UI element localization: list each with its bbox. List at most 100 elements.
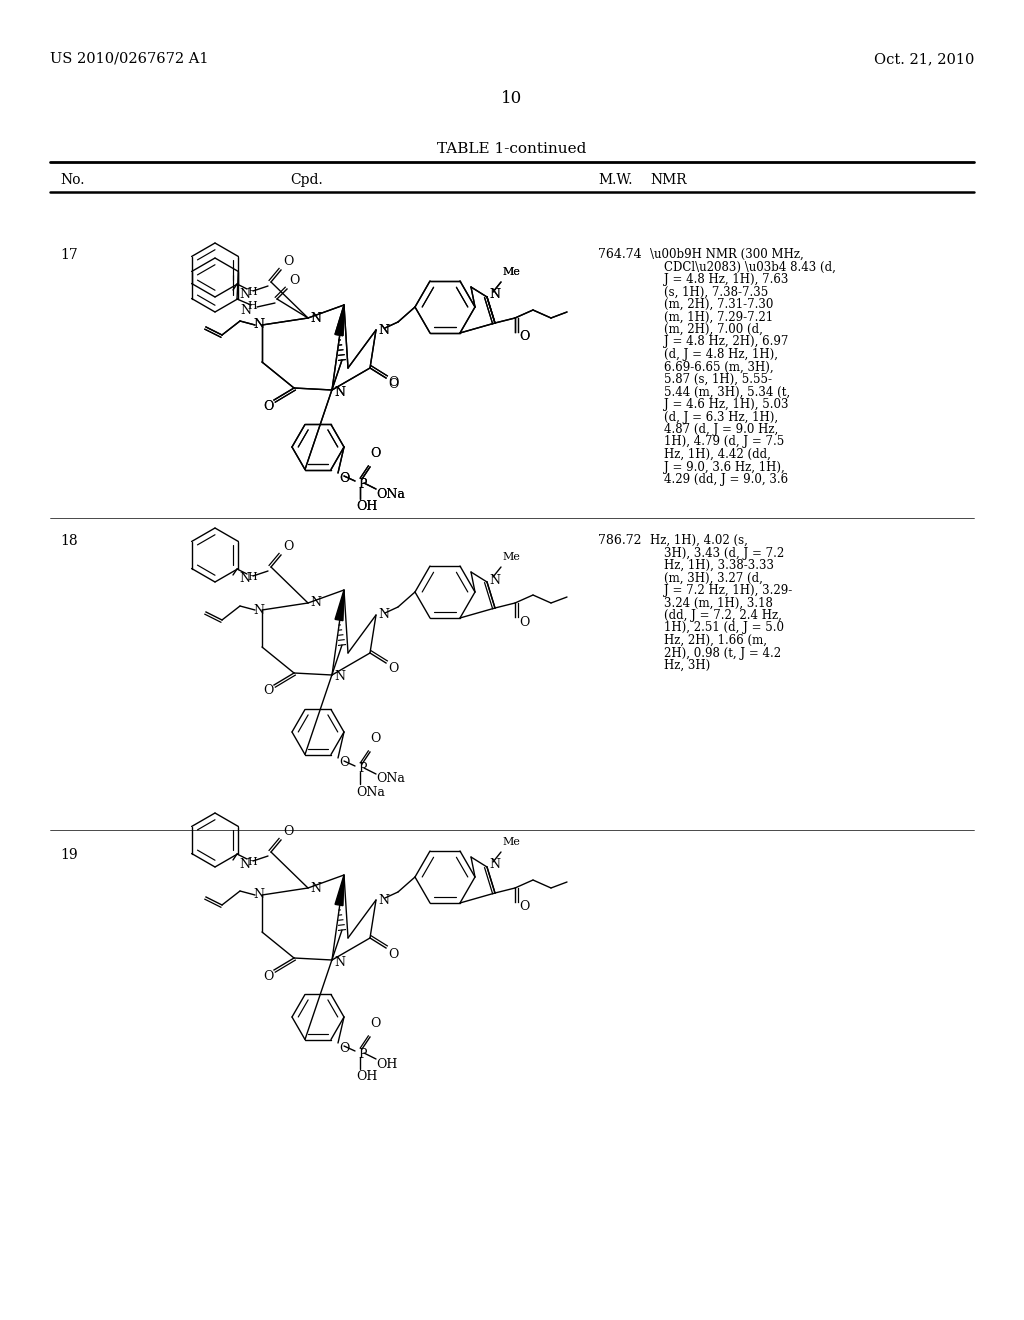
Text: O: O [339, 471, 349, 484]
Text: J = 7.2 Hz, 1H), 3.29-: J = 7.2 Hz, 1H), 3.29- [664, 583, 793, 597]
Text: TABLE 1-continued: TABLE 1-continued [437, 143, 587, 156]
Text: N: N [378, 323, 389, 337]
Text: N: N [378, 323, 389, 337]
Text: 1H), 4.79 (d, J = 7.5: 1H), 4.79 (d, J = 7.5 [664, 436, 784, 449]
Text: N: N [489, 858, 500, 871]
Text: 786.72: 786.72 [598, 535, 641, 546]
Text: Me: Me [502, 267, 520, 277]
Text: 3H), 3.43 (d, J = 7.2: 3H), 3.43 (d, J = 7.2 [664, 546, 784, 560]
Text: (m, 3H), 3.27 (d,: (m, 3H), 3.27 (d, [664, 572, 763, 585]
Text: Oct. 21, 2010: Oct. 21, 2010 [873, 51, 974, 66]
Text: N: N [253, 603, 264, 616]
Text: H: H [247, 572, 257, 582]
Text: OH: OH [356, 500, 378, 513]
Text: (d, J = 6.3 Hz, 1H),: (d, J = 6.3 Hz, 1H), [664, 411, 778, 424]
Text: O: O [339, 471, 349, 484]
Text: N: N [239, 858, 250, 870]
Text: ONa: ONa [376, 487, 404, 500]
Text: 18: 18 [60, 535, 78, 548]
Text: O: O [370, 447, 380, 459]
Text: (m, 1H), 7.29-7.21: (m, 1H), 7.29-7.21 [664, 310, 773, 323]
Text: OH: OH [356, 1071, 378, 1084]
Polygon shape [335, 305, 344, 335]
Text: J = 4.6 Hz, 1H), 5.03: J = 4.6 Hz, 1H), 5.03 [664, 399, 788, 411]
Text: O: O [388, 948, 398, 961]
Text: N: N [489, 573, 500, 586]
Text: N: N [239, 573, 250, 586]
Text: No.: No. [60, 173, 85, 187]
Text: (d, J = 4.8 Hz, 1H),: (d, J = 4.8 Hz, 1H), [664, 348, 778, 360]
Text: N: N [378, 609, 389, 622]
Text: H: H [247, 301, 257, 312]
Text: O: O [263, 969, 273, 982]
Text: 19: 19 [60, 847, 78, 862]
Text: 4.87 (d, J = 9.0 Hz,: 4.87 (d, J = 9.0 Hz, [664, 422, 778, 436]
Text: (m, 2H), 7.31-7.30: (m, 2H), 7.31-7.30 [664, 298, 773, 312]
Text: OH: OH [356, 500, 378, 513]
Polygon shape [335, 590, 344, 620]
Text: 5.44 (m, 3H), 5.34 (t,: 5.44 (m, 3H), 5.34 (t, [664, 385, 791, 399]
Text: Me: Me [502, 267, 520, 277]
Text: O: O [370, 447, 380, 459]
Text: N: N [239, 288, 250, 301]
Text: Hz, 2H), 1.66 (m,: Hz, 2H), 1.66 (m, [664, 634, 767, 647]
Text: O: O [388, 378, 398, 391]
Text: N: N [334, 385, 345, 399]
Text: O: O [339, 1041, 349, 1055]
Text: J = 4.8 Hz, 2H), 6.97: J = 4.8 Hz, 2H), 6.97 [664, 335, 788, 348]
Text: US 2010/0267672 A1: US 2010/0267672 A1 [50, 51, 209, 66]
Text: Hz, 1H), 3.38-3.33: Hz, 1H), 3.38-3.33 [664, 558, 774, 572]
Text: Me: Me [502, 837, 520, 847]
Text: O: O [283, 255, 293, 268]
Text: 3.24 (m, 1H), 3.18: 3.24 (m, 1H), 3.18 [664, 597, 773, 610]
Text: N: N [253, 318, 264, 331]
Text: O: O [370, 733, 380, 744]
Text: N: N [310, 597, 321, 610]
Text: H: H [247, 857, 257, 867]
Text: Hz, 1H), 4.02 (s,: Hz, 1H), 4.02 (s, [650, 535, 748, 546]
Text: 764.74: 764.74 [598, 248, 642, 261]
Text: M.W.: M.W. [598, 173, 633, 187]
Text: H: H [247, 286, 257, 297]
Text: O: O [519, 615, 529, 628]
Text: O: O [263, 400, 273, 412]
Text: P: P [358, 478, 367, 491]
Text: N: N [334, 671, 345, 684]
Text: J = 9.0, 3.6 Hz, 1H),: J = 9.0, 3.6 Hz, 1H), [664, 461, 784, 474]
Text: OH: OH [376, 1057, 397, 1071]
Text: N: N [334, 956, 345, 969]
Text: J = 4.8 Hz, 1H), 7.63: J = 4.8 Hz, 1H), 7.63 [664, 273, 788, 286]
Text: O: O [519, 330, 529, 343]
Text: O: O [388, 376, 398, 389]
Text: ONa: ONa [356, 785, 385, 799]
Text: N: N [253, 888, 264, 902]
Text: O: O [388, 663, 398, 676]
Text: 17: 17 [60, 248, 78, 261]
Text: N: N [310, 312, 321, 325]
Text: (s, 1H), 7.38-7.35: (s, 1H), 7.38-7.35 [664, 285, 768, 298]
Text: O: O [263, 685, 273, 697]
Text: Hz, 1H), 4.42 (dd,: Hz, 1H), 4.42 (dd, [664, 447, 771, 461]
Text: N: N [334, 385, 345, 399]
Text: \u00b9H NMR (300 MHz,: \u00b9H NMR (300 MHz, [650, 248, 804, 261]
Text: NMR: NMR [650, 173, 687, 187]
Text: O: O [289, 275, 299, 286]
Text: 5.87 (s, 1H), 5.55-: 5.87 (s, 1H), 5.55- [664, 374, 772, 385]
Text: ONa: ONa [376, 772, 404, 785]
Text: CDCl\u2083) \u03b4 8.43 (d,: CDCl\u2083) \u03b4 8.43 (d, [664, 260, 836, 273]
Text: 1H), 2.51 (d, J = 5.0: 1H), 2.51 (d, J = 5.0 [664, 622, 784, 635]
Text: N: N [378, 894, 389, 907]
Text: N: N [489, 289, 500, 301]
Text: N: N [240, 304, 251, 317]
Text: O: O [283, 540, 293, 553]
Text: O: O [519, 900, 529, 913]
Text: 4.29 (dd, J = 9.0, 3.6: 4.29 (dd, J = 9.0, 3.6 [664, 473, 788, 486]
Text: P: P [358, 1048, 367, 1060]
Text: 10: 10 [502, 90, 522, 107]
Text: Hz, 3H): Hz, 3H) [664, 659, 711, 672]
Text: N: N [310, 312, 321, 325]
Text: O: O [283, 825, 293, 838]
Text: P: P [358, 478, 367, 491]
Polygon shape [335, 875, 344, 906]
Text: O: O [339, 756, 349, 770]
